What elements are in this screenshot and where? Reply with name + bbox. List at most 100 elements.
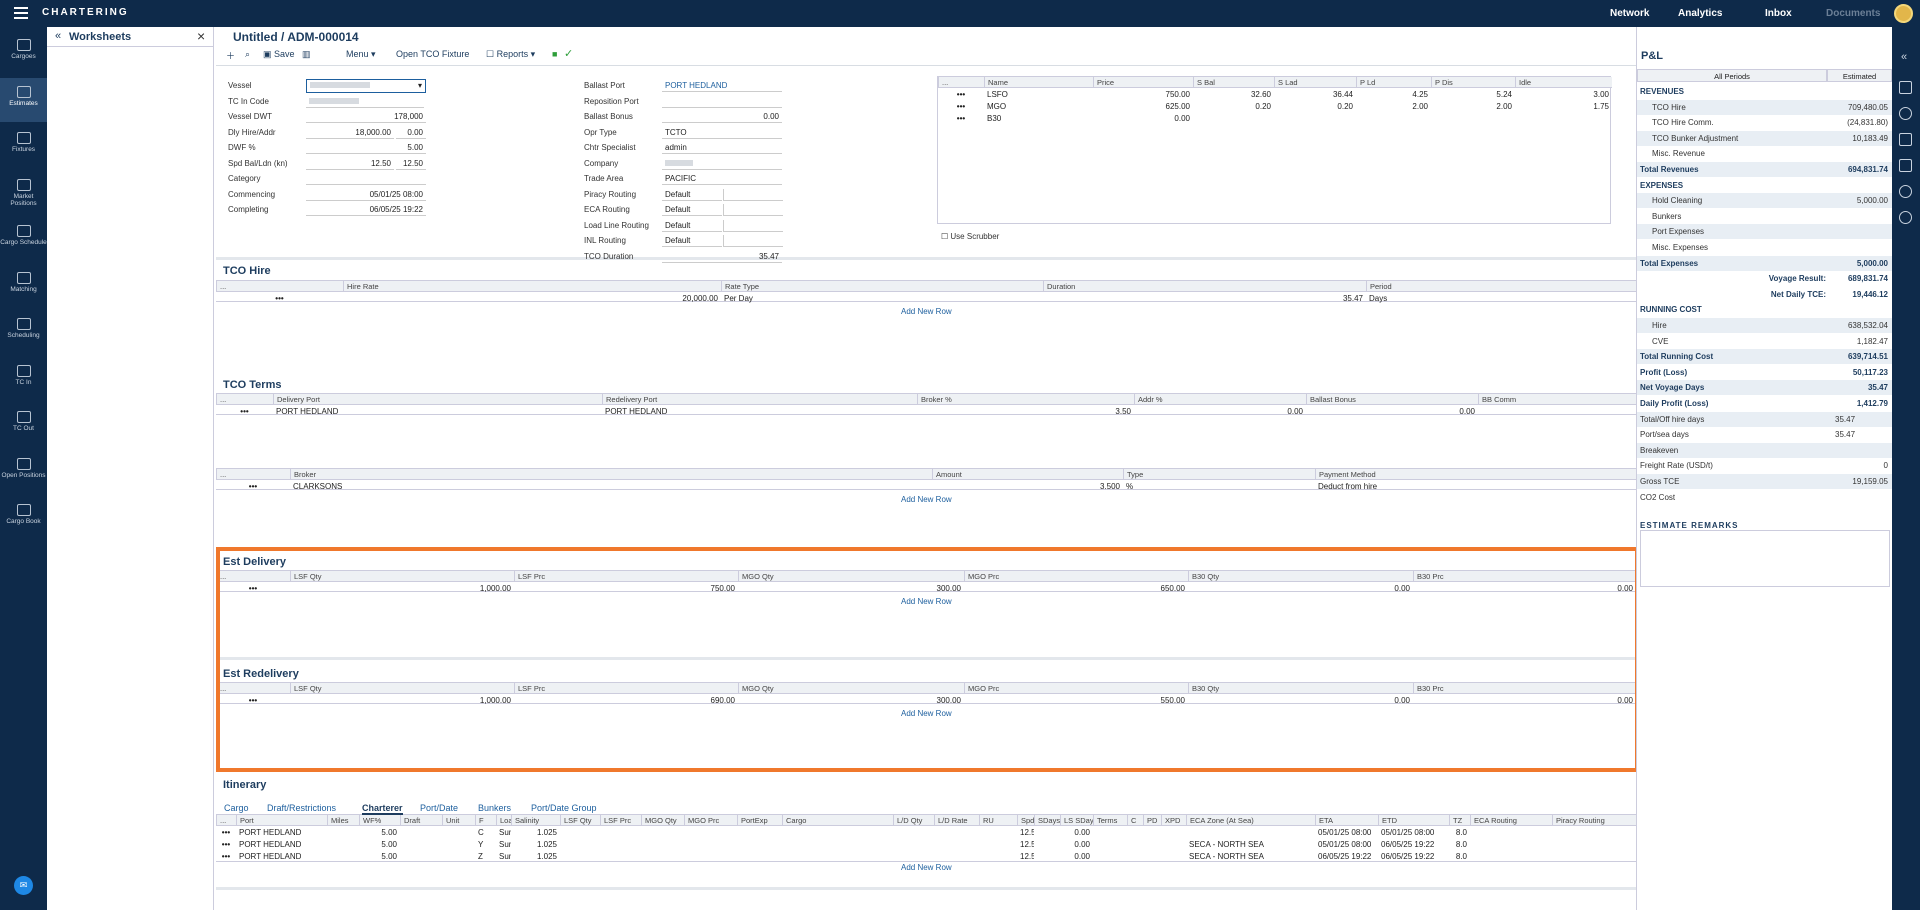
row-menu-icon[interactable]: •••	[248, 482, 258, 491]
save-button[interactable]: ▣ Save	[263, 49, 295, 59]
column-header[interactable]: Piracy Routing	[1552, 815, 1636, 826]
tab-bunkers[interactable]: Bunkers	[478, 803, 512, 813]
column-header[interactable]: ...	[216, 571, 290, 582]
add-new-row-button[interactable]: Add New Row	[901, 307, 952, 316]
column-header[interactable]: MGO Prc	[684, 815, 737, 826]
field-value[interactable]: Default	[662, 189, 722, 201]
field-value[interactable]: 05/01/25 08:00	[306, 189, 426, 201]
column-header[interactable]: Draft	[400, 815, 442, 826]
open-tco-fixture-button[interactable]: Open TCO Fixture	[396, 49, 470, 59]
column-header[interactable]: ...	[216, 281, 343, 292]
column-header[interactable]: Spd	[1017, 815, 1034, 826]
tab-port-date[interactable]: Port/Date	[420, 803, 459, 813]
field-value[interactable]: 12.50	[306, 158, 394, 170]
column-header[interactable]: ...	[216, 394, 273, 405]
row-menu-icon[interactable]: •••	[275, 294, 284, 303]
column-header[interactable]: LSF Prc	[514, 683, 738, 694]
nav-network[interactable]: Network	[1610, 8, 1650, 19]
field-value[interactable]	[662, 96, 782, 108]
column-header[interactable]: LSF Qty	[290, 571, 514, 582]
column-header[interactable]: B30 Qty	[1188, 683, 1413, 694]
nav-item-scheduling[interactable]: Scheduling	[0, 310, 47, 354]
search-icon[interactable]: ⌕	[245, 49, 251, 59]
column-header[interactable]: ETD	[1378, 815, 1449, 826]
vessel-select[interactable]: ▾	[306, 79, 426, 93]
column-header[interactable]: F	[475, 815, 496, 826]
gear-icon[interactable]	[1899, 107, 1912, 120]
column-header[interactable]: B30 Qty	[1188, 571, 1413, 582]
field-value[interactable]: 0.00	[396, 127, 426, 139]
column-header[interactable]: TZ	[1449, 815, 1470, 826]
column-header[interactable]: WF%	[359, 815, 400, 826]
add-icon[interactable]: ＋	[226, 51, 236, 61]
column-header[interactable]: Period	[1366, 281, 1636, 292]
estimate-remarks-input[interactable]	[1640, 530, 1890, 587]
nav-item-market-positions[interactable]: Market Positions	[0, 171, 47, 215]
tab-draft-restrictions[interactable]: Draft/Restrictions	[267, 803, 337, 813]
nav-item-tc-in[interactable]: TC In	[0, 357, 47, 401]
column-header[interactable]: Addr %	[1134, 394, 1306, 405]
column-header[interactable]: BB Comm	[1478, 394, 1636, 405]
add-new-row-button[interactable]: Add New Row	[901, 597, 952, 606]
routing-extra[interactable]	[723, 204, 783, 216]
pnl-estimated[interactable]: Estimated	[1827, 69, 1892, 82]
field-value[interactable]: 0.00	[662, 111, 782, 123]
column-header[interactable]: ...	[216, 683, 290, 694]
column-header[interactable]: ECA Routing	[1470, 815, 1552, 826]
field-value[interactable]	[662, 158, 782, 170]
search-icon[interactable]	[1899, 211, 1912, 224]
column-header[interactable]: L/D Rate	[934, 815, 979, 826]
column-header[interactable]: Ballast Bonus	[1306, 394, 1478, 405]
column-header[interactable]: Redelivery Port	[602, 394, 917, 405]
nav-inbox[interactable]: Inbox	[1765, 8, 1792, 19]
row-menu-icon[interactable]: •••	[956, 90, 966, 99]
field-value[interactable]: 18,000.00	[306, 127, 394, 139]
column-header[interactable]: Broker	[290, 469, 932, 480]
column-header[interactable]: ...	[216, 469, 290, 480]
field-value[interactable]: PACIFIC	[662, 173, 782, 185]
tab-charterer[interactable]: Charterer	[362, 803, 403, 815]
avatar[interactable]	[1894, 4, 1913, 23]
column-header[interactable]: C	[1127, 815, 1143, 826]
column-header[interactable]: MGO Qty	[738, 683, 964, 694]
column-header[interactable]: MGO Prc	[964, 571, 1188, 582]
column-header[interactable]: ...	[216, 815, 236, 826]
list-icon[interactable]	[1899, 133, 1912, 146]
column-header[interactable]: Type	[1123, 469, 1315, 480]
hamburger-menu-icon[interactable]	[14, 7, 28, 19]
tc-in-code-field[interactable]	[306, 96, 424, 108]
nav-documents[interactable]: Documents	[1826, 8, 1881, 19]
calendar-icon[interactable]	[1899, 159, 1912, 172]
pnl-all-periods[interactable]: All Periods	[1637, 69, 1827, 82]
column-header[interactable]: Amount	[932, 469, 1123, 480]
column-header[interactable]: B30 Prc	[1413, 571, 1636, 582]
check-icon[interactable]: ✓	[564, 48, 574, 60]
delete-icon[interactable]: ▥	[302, 49, 311, 59]
column-header[interactable]: Salinity	[511, 815, 560, 826]
row-menu-icon[interactable]: •••	[221, 852, 231, 861]
field-value[interactable]: Default	[662, 235, 722, 247]
nav-item-cargo-book[interactable]: Cargo Book	[0, 496, 47, 540]
column-header[interactable]: Price	[1093, 77, 1193, 88]
nav-item-estimates[interactable]: Estimates	[0, 78, 47, 122]
column-header[interactable]: Delivery Port	[273, 394, 602, 405]
column-header[interactable]: PortExp	[737, 815, 782, 826]
field-value[interactable]: 35.47	[662, 251, 782, 263]
column-header[interactable]: MGO Qty	[641, 815, 684, 826]
add-new-row-button[interactable]: Add New Row	[901, 495, 952, 504]
column-header[interactable]: LSF Qty	[560, 815, 600, 826]
field-value[interactable]: 178,000	[306, 111, 426, 123]
column-header[interactable]: Idle	[1515, 77, 1612, 88]
row-menu-icon[interactable]: •••	[956, 114, 966, 123]
column-header[interactable]: S Bal	[1193, 77, 1274, 88]
menu-button[interactable]: Menu ▾	[346, 49, 376, 59]
column-header[interactable]: SDays	[1034, 815, 1060, 826]
field-value[interactable]: TCTO	[662, 127, 782, 139]
routing-extra[interactable]	[723, 235, 783, 247]
column-header[interactable]: L/D Qty	[893, 815, 934, 826]
field-value[interactable]: Default	[662, 204, 722, 216]
column-header[interactable]: S Lad	[1274, 77, 1356, 88]
row-menu-icon[interactable]: •••	[248, 696, 258, 705]
column-header[interactable]: Rate Type	[721, 281, 1043, 292]
reports-button[interactable]: ☐ Reports ▾	[486, 49, 536, 59]
